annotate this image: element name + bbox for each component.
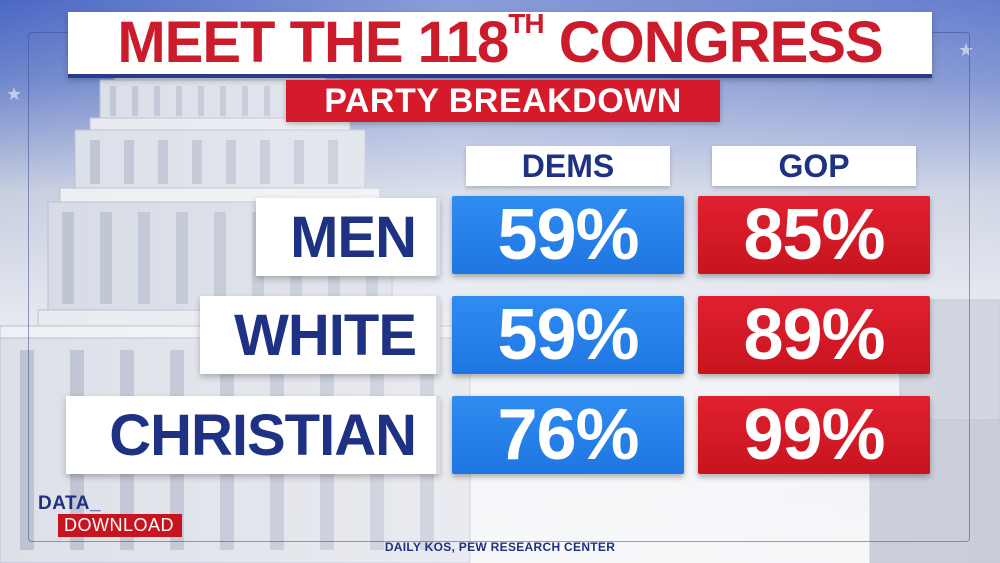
- column-header-gop: GOP: [712, 146, 916, 186]
- star-icon: ★: [6, 84, 22, 105]
- logo-text-bottom: DOWNLOAD: [58, 514, 183, 537]
- star-icon: ★: [958, 40, 974, 61]
- data-download-logo: DATA_ DOWNLOAD: [38, 493, 213, 539]
- row-label-men: MEN: [256, 198, 440, 276]
- row-label-christian: CHRISTIAN: [66, 396, 440, 474]
- cell-gop-men: 85%: [698, 196, 930, 274]
- page-title: MEET THE 118TH CONGRESS: [117, 8, 883, 75]
- row-label-white: WHITE: [200, 296, 440, 374]
- cell-dems-christian: 76%: [452, 396, 684, 474]
- subtitle-banner: PARTY BREAKDOWN: [286, 80, 720, 122]
- page-subtitle: PARTY BREAKDOWN: [324, 81, 682, 120]
- cell-dems-men: 59%: [452, 196, 684, 274]
- source-credit: DAILY KOS, PEW RESEARCH CENTER: [384, 540, 616, 554]
- cell-gop-white: 89%: [698, 296, 930, 374]
- column-header-dems: DEMS: [466, 146, 670, 186]
- title-banner: MEET THE 118TH CONGRESS: [68, 8, 932, 78]
- cell-gop-christian: 99%: [698, 396, 930, 474]
- cell-dems-white: 59%: [452, 296, 684, 374]
- logo-text-top: DATA_: [38, 493, 102, 514]
